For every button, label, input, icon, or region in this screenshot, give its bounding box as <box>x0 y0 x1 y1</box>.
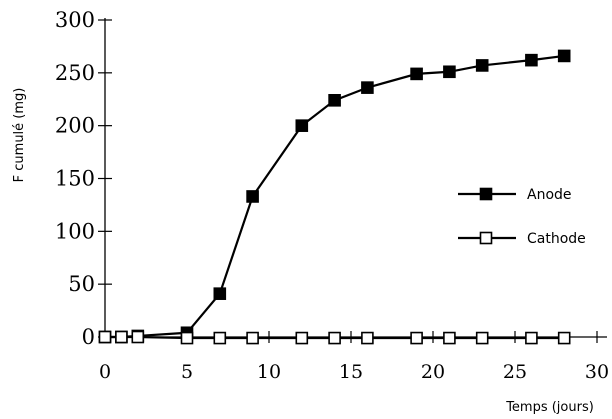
data-point-anode <box>475 59 489 72</box>
x-tick-label: 15 <box>339 361 363 383</box>
legend-label: Anode <box>527 187 572 203</box>
legend: Anode Cathode <box>458 187 586 247</box>
legend-label: Cathode <box>527 231 586 247</box>
data-point-anode <box>410 67 423 81</box>
data-point-cathode <box>525 331 538 345</box>
data-point-cathode <box>475 331 489 345</box>
x-tick-label: 10 <box>257 361 281 383</box>
x-tick-label: 25 <box>503 361 527 383</box>
data-point-anode <box>443 65 456 79</box>
series-cathode <box>98 330 571 345</box>
legend-marker <box>479 231 493 245</box>
legend-item-anode: Anode <box>458 187 572 203</box>
y-tick-label: 250 <box>55 61 95 85</box>
y-tick-label: 0 <box>82 325 95 349</box>
data-point-cathode <box>98 330 112 344</box>
y-axis-label: F cumulé (mg) <box>12 88 27 183</box>
data-point-cathode <box>115 330 128 344</box>
x-axis-label: Temps (jours) <box>505 400 594 415</box>
x-tick-label: 20 <box>421 361 445 383</box>
data-point-cathode <box>131 330 145 344</box>
data-point-cathode <box>410 331 423 345</box>
legend-item-cathode: Cathode <box>458 231 586 247</box>
y-tick-label: 300 <box>55 8 95 32</box>
legend-marker <box>479 187 493 201</box>
y-tick-label: 50 <box>68 272 95 296</box>
y-tick-label: 100 <box>55 219 95 243</box>
data-point-cathode <box>213 331 227 345</box>
axes: 0 50 100 150 200 250 300 0 5 10 15 20 25 30 <box>55 8 609 383</box>
data-point-cathode <box>246 331 259 345</box>
data-point-cathode <box>328 331 341 345</box>
x-tick-label: 0 <box>99 361 111 383</box>
data-point-anode <box>295 119 309 132</box>
series-anode <box>98 49 571 344</box>
data-point-anode <box>328 94 341 107</box>
data-point-anode <box>246 190 259 203</box>
x-tick-label: 30 <box>585 361 609 383</box>
data-point-anode <box>213 287 227 300</box>
data-point-cathode <box>557 331 571 345</box>
data-point-anode <box>557 49 571 63</box>
data-point-cathode <box>295 331 309 345</box>
x-tick-label: 5 <box>181 361 193 383</box>
data-point-cathode <box>180 331 194 345</box>
y-tick-label: 150 <box>55 167 95 191</box>
y-tick-label: 200 <box>55 114 95 138</box>
data-point-anode <box>525 53 538 67</box>
data-point-anode <box>361 81 374 94</box>
data-point-cathode <box>361 331 374 345</box>
series-layer <box>98 49 571 345</box>
data-point-cathode <box>443 331 456 345</box>
